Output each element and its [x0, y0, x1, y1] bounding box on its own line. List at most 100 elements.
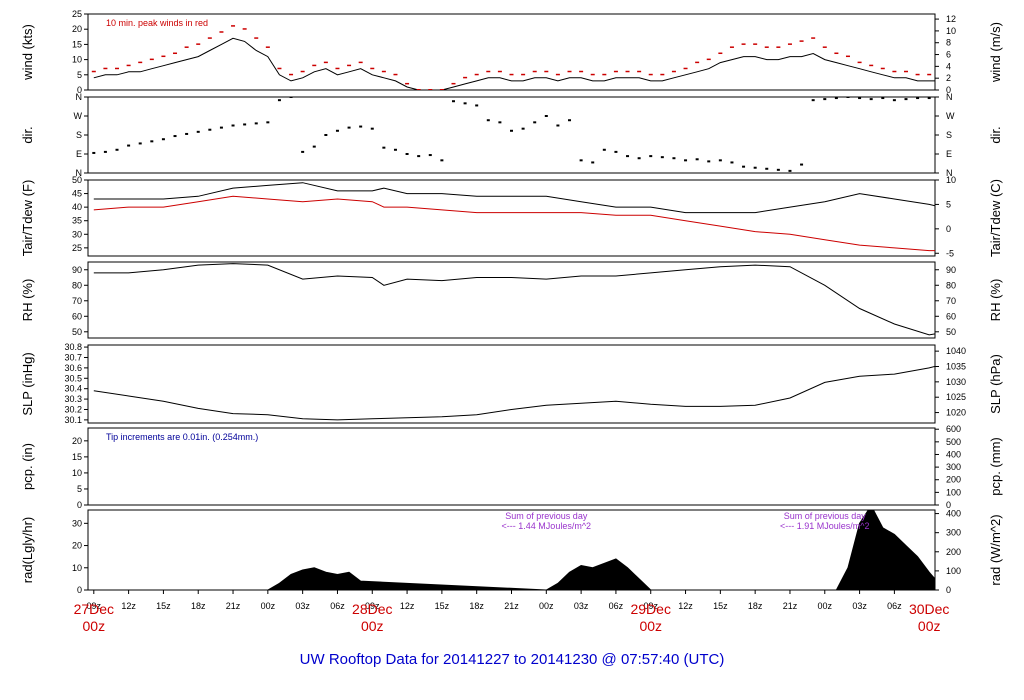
data-point	[510, 129, 513, 132]
peak-wind-mark	[683, 67, 688, 70]
peak-wind-mark	[416, 89, 421, 90]
peak-wind-mark	[706, 58, 711, 61]
series-line	[93, 365, 935, 421]
y-tick-label: 10	[72, 468, 82, 478]
y-tick-label-right: 100	[946, 487, 961, 497]
y-tick-label: 10	[72, 563, 82, 573]
y-tick-label: 20	[72, 436, 82, 446]
y-tick-label-right: 10	[946, 175, 956, 185]
y-tick-label-right: 300	[946, 462, 961, 472]
peak-wind-mark	[451, 82, 456, 85]
peak-wind-mark	[974, 74, 978, 76]
peak-wind-mark	[370, 67, 375, 70]
y-tick-label-right: 10	[946, 26, 956, 36]
data-point	[568, 119, 572, 122]
data-point	[405, 153, 409, 155]
data-point	[974, 97, 977, 99]
data-point	[869, 98, 873, 101]
data-point	[753, 166, 757, 169]
panel-frame	[87, 179, 936, 257]
data-point	[718, 159, 722, 162]
y-tick-label: 40	[72, 202, 82, 212]
rad-annotation: <--- 1.91 MJoules/m^2	[780, 521, 870, 531]
panel-frame	[87, 261, 936, 339]
x-date-label: 28Dec	[352, 601, 392, 617]
y-tick-label: 30.3	[64, 394, 82, 404]
rad-annotation: <--- 1.44 MJoules/m^2	[502, 521, 592, 531]
data-point	[335, 129, 339, 132]
data-point	[626, 155, 630, 158]
peak-wind-mark	[509, 73, 514, 76]
y-tick-label-right: 200	[946, 547, 961, 557]
y-tick-label: 5	[77, 484, 82, 494]
data-point	[92, 151, 96, 154]
data-point	[185, 132, 189, 135]
data-point	[173, 135, 177, 138]
y-tick-label-right: -5	[946, 248, 954, 258]
y-axis-label-right: wind (m/s)	[988, 22, 1003, 83]
peak-wind-mark	[207, 37, 212, 39]
peak-wind-mark	[161, 55, 166, 58]
y-tick-label-right: N	[946, 92, 953, 102]
y-axis-label-left: wind (kts)	[20, 24, 35, 81]
peak-wind-mark	[660, 73, 665, 76]
peak-wind-mark	[323, 61, 328, 64]
data-point	[498, 121, 502, 124]
peak-wind-mark	[822, 46, 827, 48]
y-tick-label: 15	[72, 39, 82, 49]
y-tick-label: 50	[72, 175, 82, 185]
y-tick-label-right: 90	[946, 265, 956, 275]
peak-wind-mark	[544, 70, 549, 73]
y-axis-label-left: SLP (inHg)	[20, 352, 35, 415]
y-tick-label-right: 1030	[946, 377, 966, 387]
y-tick-label-right: W	[946, 111, 955, 121]
x-date-time: 00z	[83, 618, 106, 634]
peak-wind-mark	[892, 70, 897, 73]
y-tick-label-right: 0	[946, 224, 951, 234]
y-tick-label-right: 1040	[946, 346, 966, 356]
peak-wind-mark	[880, 67, 885, 70]
peak-wind-mark	[590, 73, 595, 76]
x-tick-label: 03z	[852, 601, 867, 611]
y-tick-label: 25	[72, 9, 82, 19]
series-line	[93, 195, 935, 252]
y-tick-label: 90	[72, 265, 82, 275]
y-tick-label: 20	[72, 24, 82, 34]
y-tick-label-right: 5	[946, 199, 951, 209]
data-point	[788, 169, 792, 172]
data-point	[544, 115, 548, 117]
data-point	[301, 150, 305, 153]
peak-wind-mark	[799, 40, 804, 42]
y-tick-label: 30.2	[64, 404, 82, 414]
x-tick-label: 15z	[156, 601, 171, 611]
data-point	[161, 138, 165, 141]
y-axis-label-left: dir.	[20, 126, 35, 143]
y-tick-label: N	[76, 168, 83, 178]
data-point	[997, 97, 1000, 99]
y-tick-label: 30.8	[64, 342, 82, 352]
data-point	[382, 146, 386, 149]
y-tick-label-right: S	[946, 130, 952, 140]
data-point	[486, 119, 490, 122]
peak-wind-mark	[579, 70, 584, 73]
panel-pcp	[84, 427, 939, 506]
y-tick-label-right: 4	[946, 61, 951, 71]
data-point	[324, 134, 328, 136]
data-point	[927, 97, 931, 100]
data-point	[823, 98, 827, 101]
x-date-time: 00z	[361, 618, 384, 634]
y-tick-label-right: 70	[946, 296, 956, 306]
radiation-area	[93, 510, 935, 590]
y-tick-label: 15	[72, 452, 82, 462]
peak-wind-mark	[602, 73, 607, 76]
series-line	[93, 263, 935, 336]
panel-temp	[84, 179, 939, 257]
y-tick-label-right: 50	[946, 327, 956, 337]
y-tick-label-right: 6	[946, 50, 951, 60]
x-date-label: 29Dec	[630, 601, 670, 617]
data-point	[127, 144, 131, 147]
y-tick-label-right: 300	[946, 528, 961, 538]
peak-wind-mark	[927, 73, 932, 76]
peak-wind-mark	[845, 55, 850, 58]
x-tick-label: 09z	[87, 601, 102, 611]
